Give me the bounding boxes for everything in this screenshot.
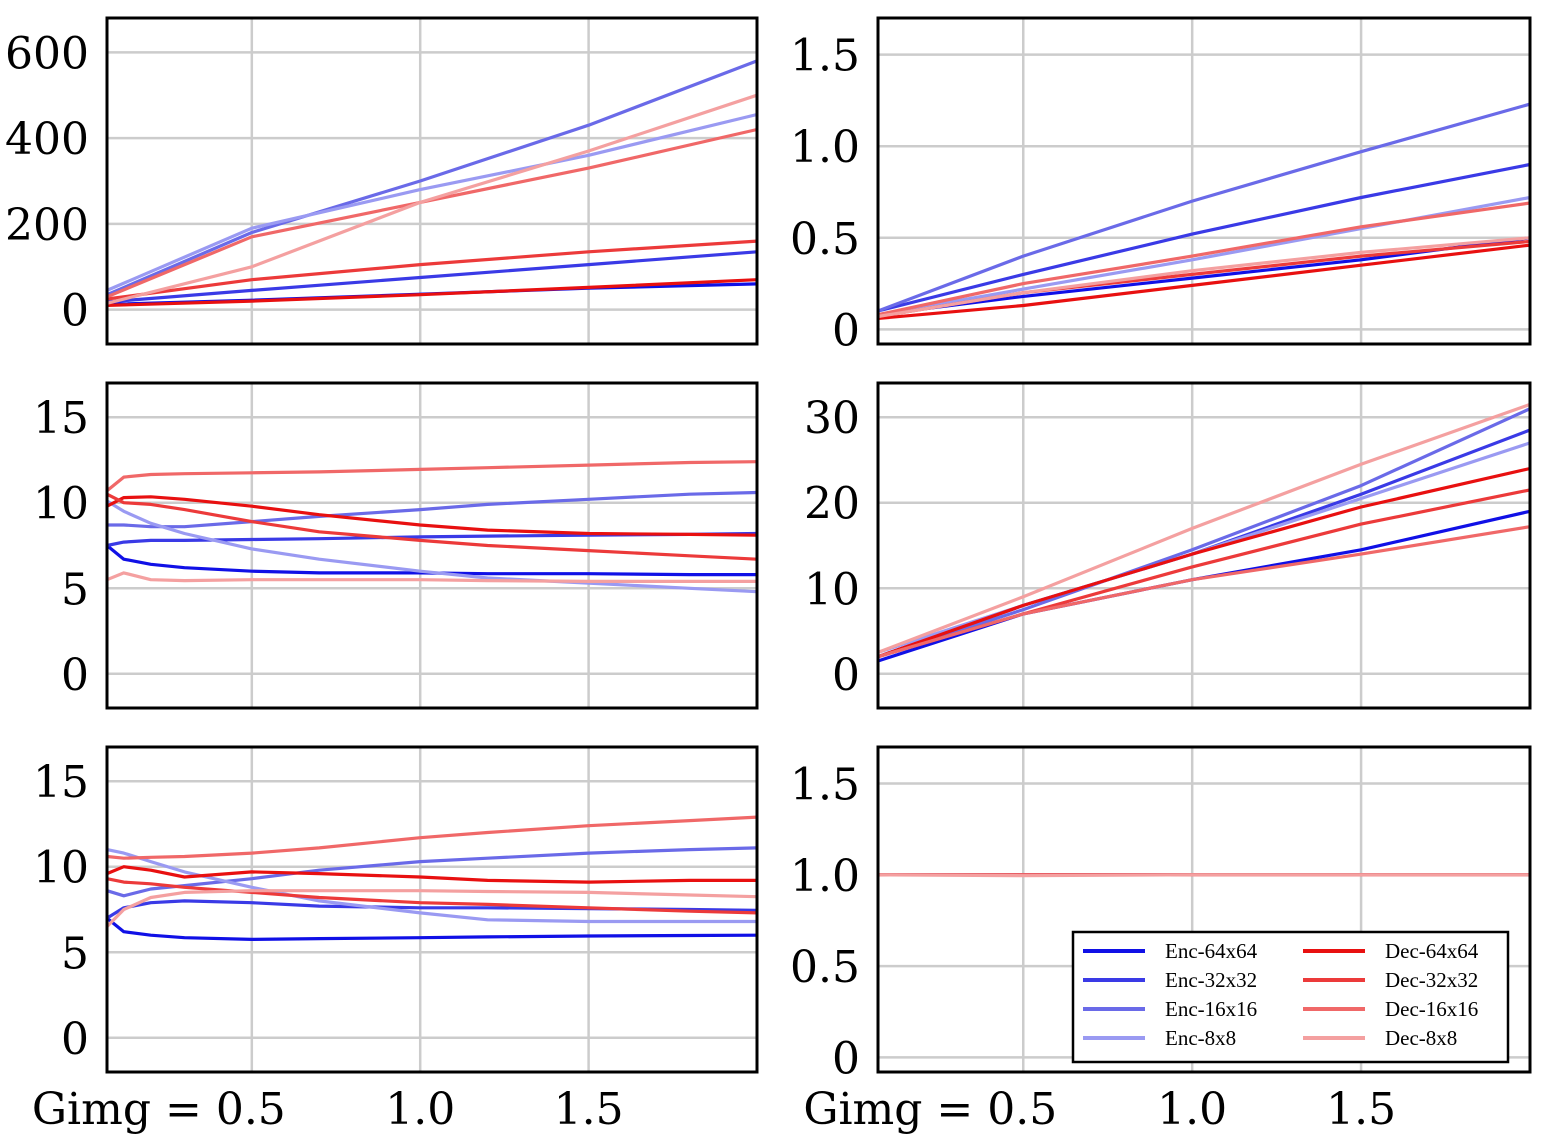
- series-line-dec-64x64: [877, 243, 1531, 320]
- y-tick-label: 0: [61, 650, 89, 701]
- legend-label: Dec-32x32: [1385, 968, 1478, 992]
- series-line-dec-32x32: [106, 239, 758, 301]
- series-line-enc-64x64: [877, 509, 1531, 663]
- plot-frame: [876, 16, 1532, 346]
- series-line-dec-8x8: [877, 236, 1531, 319]
- series-line-dec-32x32: [877, 488, 1531, 659]
- panel-row3-right: 0 0.5 1.0 1.5 Gimg = 0.5 1.0 1.5: [790, 745, 1532, 1135]
- x-tick-label: 1.5: [554, 1084, 624, 1135]
- series-line-dec-16x16: [106, 815, 758, 860]
- legend-label: Enc-8x8: [1165, 1026, 1236, 1050]
- y-tick-label: 10: [804, 564, 860, 615]
- series-line-dec-64x64: [106, 865, 757, 884]
- series-line-enc-16x16: [107, 490, 758, 529]
- series-line-enc-8x8: [106, 112, 758, 292]
- y-tick-label: 0: [61, 1014, 89, 1065]
- series-line-dec-16x16: [877, 525, 1531, 659]
- y-tick-label: 15: [33, 393, 89, 444]
- x-tick-label: Gimg = 0.5: [803, 1084, 1057, 1135]
- y-tick-label: 0: [832, 305, 860, 356]
- y-tick-label: 0: [832, 650, 860, 701]
- y-tick-label: 30: [804, 393, 860, 444]
- y-tick-label: 400: [5, 114, 89, 165]
- y-tick-label: 0.5: [790, 942, 860, 993]
- y-tick-label: 1.0: [790, 851, 860, 902]
- legend-label: Dec-64x64: [1385, 939, 1479, 963]
- series-line-dec-64x64: [106, 278, 758, 307]
- x-tick-label: Gimg = 0.5: [32, 1084, 286, 1135]
- series-line-dec-8x8: [877, 873, 1530, 878]
- series-line-dec-64x64: [106, 495, 758, 537]
- y-tick-label: 1.5: [790, 31, 860, 82]
- y-tick-label: 5: [61, 564, 89, 615]
- legend-label: Dec-16x16: [1385, 997, 1478, 1021]
- series-line-dec-16x16: [877, 201, 1531, 317]
- series-line-dec-32x32: [106, 877, 758, 915]
- series-line-dec-8x8: [877, 402, 1531, 654]
- x-tick-label: 1.0: [385, 1084, 455, 1135]
- series-line-enc-64x64: [105, 916, 758, 942]
- series-line-dec-8x8: [105, 889, 758, 928]
- series-line-enc-32x32: [877, 162, 1531, 313]
- plot-frame: [105, 16, 759, 346]
- legend-label: Dec-8x8: [1385, 1026, 1457, 1050]
- legend-box: [1071, 930, 1510, 1064]
- series-line-enc-16x16: [106, 846, 758, 898]
- plot-frame: [105, 381, 759, 710]
- series-line-enc-8x8: [106, 499, 758, 594]
- y-tick-label: 1.5: [790, 760, 860, 811]
- panel-row1-left: 0 200 400 600: [5, 16, 759, 346]
- y-tick-label: 20: [804, 479, 860, 530]
- legend-label: Enc-32x32: [1165, 968, 1257, 992]
- legend-label: Enc-64x64: [1165, 939, 1258, 963]
- legend: Enc-64x64 Enc-32x32 Enc-16x16 Enc-8x8 Dec-64…: [1071, 930, 1510, 1064]
- series-line-dec-16x16: [105, 460, 758, 493]
- y-tick-label: 10: [33, 843, 89, 894]
- y-tick-label: 200: [5, 200, 89, 251]
- plot-frame: [876, 381, 1532, 710]
- plot-frame: [105, 745, 759, 1074]
- series-line-enc-16x16: [106, 59, 758, 297]
- panel-row2-left: 0 5 10 15: [33, 381, 759, 710]
- series-line-dec-16x16: [106, 127, 758, 299]
- y-tick-label: 1.0: [790, 122, 860, 173]
- panel-row3-left: 0 5 10 15 Gimg = 0.5 1.0 1.5: [32, 745, 759, 1135]
- series-line-enc-16x16: [877, 102, 1531, 313]
- y-tick-label: 0: [832, 1033, 860, 1084]
- series-line-dec-32x32: [106, 492, 758, 561]
- series-line-enc-16x16: [877, 407, 1531, 659]
- y-tick-label: 0: [61, 286, 89, 337]
- y-tick-label: 5: [61, 928, 89, 979]
- series-line-dec-64x64: [877, 466, 1531, 659]
- y-tick-label: 600: [5, 28, 89, 79]
- series-line-enc-32x32: [106, 250, 758, 304]
- y-tick-label: 15: [33, 757, 89, 808]
- series-line-dec-8x8: [106, 571, 757, 584]
- y-tick-label: 10: [33, 479, 89, 530]
- panel-row1-right: 0 0.5 1.0 1.5: [790, 16, 1532, 356]
- series-line-dec-8x8: [106, 93, 758, 305]
- series-line-enc-64x64: [105, 544, 757, 577]
- x-tick-label: 1.0: [1157, 1084, 1227, 1135]
- legend-label: Enc-16x16: [1165, 997, 1257, 1021]
- y-tick-label: 0.5: [790, 214, 860, 265]
- x-tick-label: 1.5: [1326, 1084, 1396, 1135]
- panel-row2-right: 0 10 20 30: [804, 381, 1532, 710]
- plot-frame: [876, 745, 1532, 1074]
